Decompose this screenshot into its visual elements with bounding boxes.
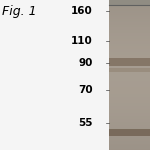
Text: 160: 160 [71,6,93,15]
Bar [109,0,150,6]
FancyBboxPatch shape [109,129,150,136]
Text: 70: 70 [78,85,93,95]
FancyBboxPatch shape [109,68,150,72]
Text: Fig. 1: Fig. 1 [2,4,36,18]
Text: 90: 90 [79,58,93,68]
Text: 55: 55 [78,118,93,128]
Text: 110: 110 [71,36,93,45]
FancyBboxPatch shape [109,58,150,66]
